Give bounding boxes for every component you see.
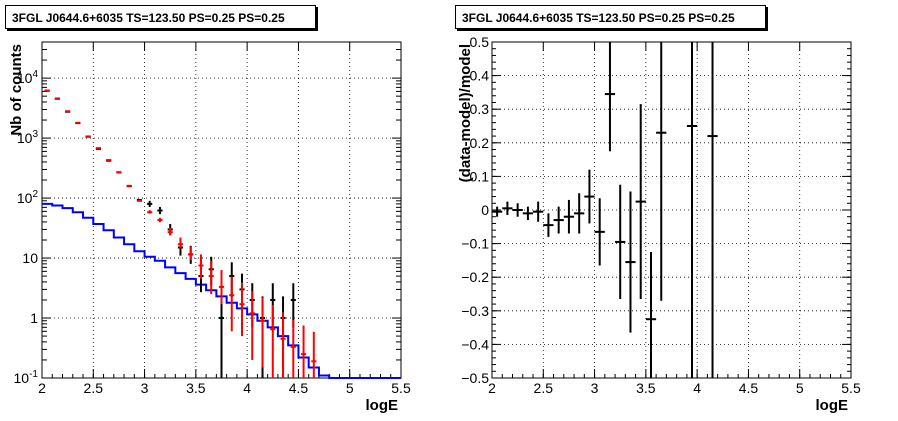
left-y-axis-label: Nb of counts	[8, 44, 25, 136]
right-y-tick-label: −0.5	[461, 370, 489, 386]
left-y-tick-label: 103	[17, 129, 39, 146]
right-x-tick-label: 2	[488, 380, 496, 396]
left-x-tick-label: 3	[141, 380, 149, 396]
left-x-tick-label: 2	[38, 380, 46, 396]
right-x-tick-label: 4.5	[739, 380, 759, 396]
left-y-tick-label: 10-1	[14, 369, 39, 386]
left-x-tick-label: 5	[346, 380, 354, 396]
right-x-tick-label: 3.5	[636, 380, 656, 396]
left-x-tick-label: 3.5	[186, 380, 206, 396]
right-plot-frame	[491, 41, 852, 379]
right-y-tick-label: 0.2	[470, 135, 490, 151]
counts-panel: 2 2.5 3 3.5 4 4.5 5 5.5 10-1 1 10 102 103 104 logE Nb o…	[8, 41, 411, 414]
right-y-tick-label: 0.5	[470, 34, 490, 50]
right-y-tick-label: 0.3	[470, 101, 490, 117]
right-x-tick-label: 5	[796, 380, 804, 396]
right-y-axis-label: (data-model)/model	[457, 44, 474, 182]
model-step-line	[42, 202, 401, 379]
left-y-tick-label: 1	[30, 310, 38, 326]
right-y-tick-label: 0.4	[470, 68, 490, 84]
left-x-axis-label: logE	[366, 397, 399, 414]
right-y-tick-label: 0.1	[470, 168, 490, 184]
right-y-tick-label: −0.1	[461, 236, 489, 252]
left-y-tick-label: 104	[17, 69, 39, 86]
right-y-tick-label: −0.2	[461, 269, 489, 285]
right-y-tick-label: 0	[481, 202, 489, 218]
left-x-tick-label: 5.5	[391, 380, 411, 396]
left-x-tick-label: 4	[243, 380, 251, 396]
right-x-tick-label: 2.5	[534, 380, 554, 396]
residuals-panel: 2 2.5 3 3.5 4 4.5 5 5.5 −0.5 −0.4 −0.3 −0.2 −0.1 0 0.1…	[457, 34, 861, 414]
right-x-tick-label: 3	[591, 380, 599, 396]
right-x-axis-label: logE	[816, 397, 849, 414]
left-y-tick-label: 10	[22, 250, 38, 266]
left-y-tick-label: 102	[17, 189, 39, 206]
left-chart-title: 3FGL J0644.6+6035 TS=123.50 PS=0.25 PS=0…	[5, 5, 316, 29]
left-x-tick-label: 4.5	[289, 380, 309, 396]
right-x-tick-label: 5.5	[841, 380, 861, 396]
right-y-tick-label: −0.3	[461, 303, 489, 319]
right-x-tick-label: 4	[693, 380, 701, 396]
right-y-tick-label: −0.4	[461, 336, 489, 352]
left-x-tick-label: 2.5	[84, 380, 104, 396]
right-chart-title: 3FGL J0644.6+6035 TS=123.50 PS=0.25 PS=0…	[455, 5, 766, 29]
